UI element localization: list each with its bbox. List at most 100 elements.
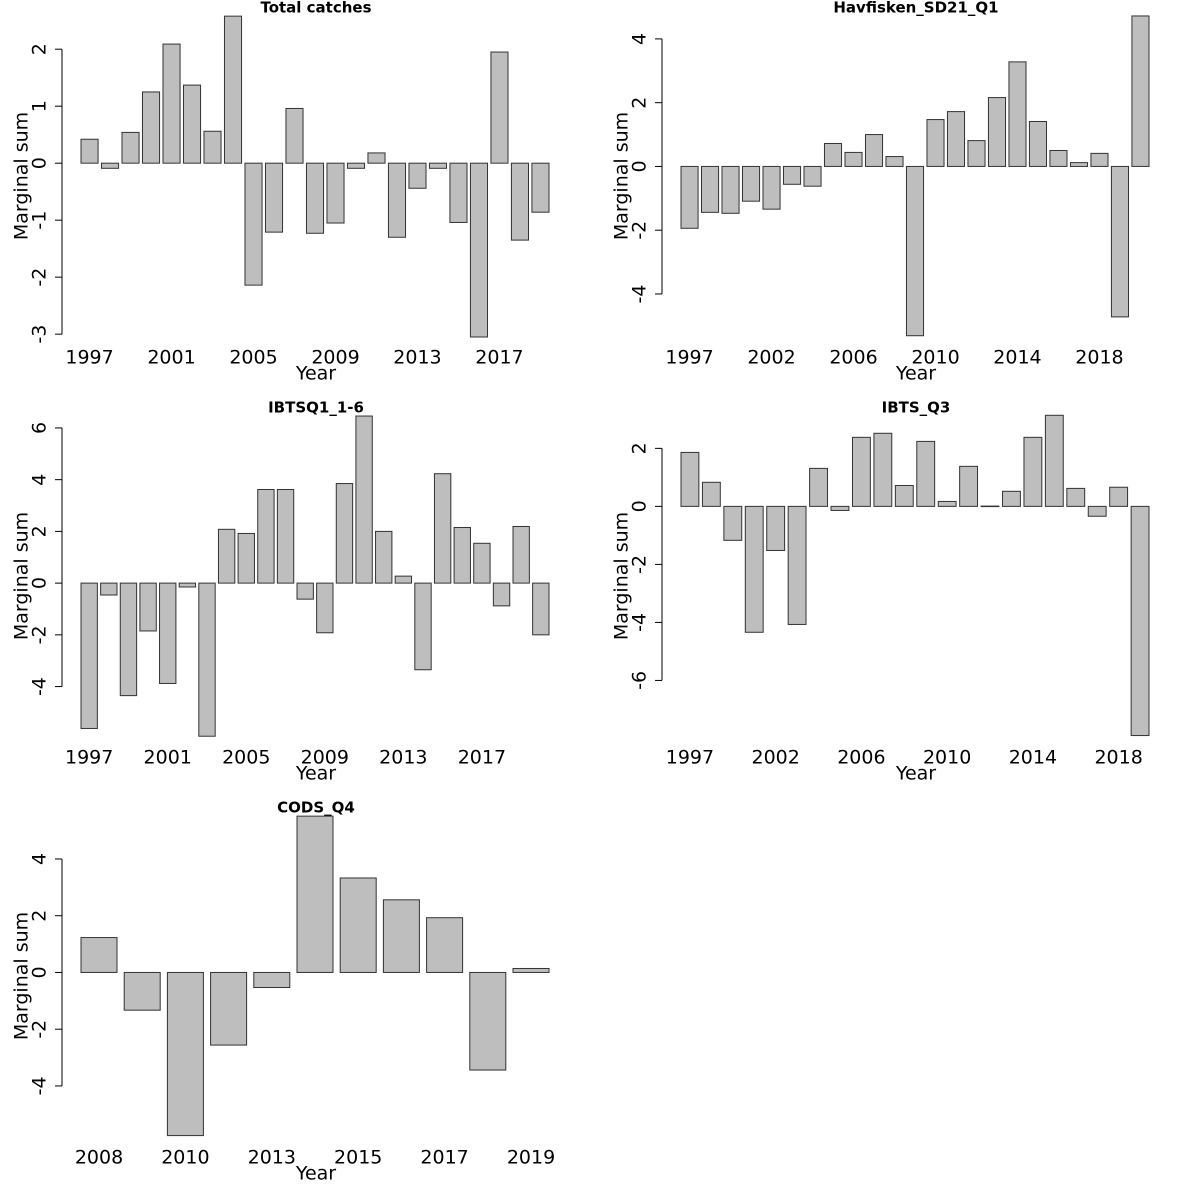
panel: Total catches Year Marginal sum -3 -2 -1 0 1 2 19… <box>11 0 550 385</box>
x-tick-label: 2017 <box>475 347 523 369</box>
bar <box>980 505 1000 508</box>
x-tick-label: 2018 <box>1094 747 1142 769</box>
chart-title: Total catches <box>260 0 371 17</box>
bar <box>823 142 843 167</box>
y-tick-label: 2 <box>629 442 651 454</box>
y-tick-label: 0 <box>629 500 651 512</box>
bar <box>1131 15 1150 167</box>
bar <box>316 582 334 634</box>
x-tick-label: 2019 <box>507 1147 555 1169</box>
panel: Havfisken_SD21_Q1 Year Marginal sum -4 -2 0 2 4… <box>611 0 1150 385</box>
bar <box>512 525 530 584</box>
y-tick-label: 4 <box>629 33 651 45</box>
bar <box>782 165 802 185</box>
panel: IBTS_Q3 Year Marginal sum -6 -4 -2 0 2 1997 2002 2… <box>611 399 1150 785</box>
bar <box>905 165 925 337</box>
y-tick-label: -1 <box>29 211 51 230</box>
y-tick-label: -2 <box>629 221 651 240</box>
y-tick-label: -2 <box>29 268 51 287</box>
bar <box>469 971 507 1071</box>
panel: IBTSQ1_1-6 Year Marginal sum -4 -2 0 2 4 6 1997 20… <box>11 399 550 785</box>
x-tick-label: 2005 <box>229 347 277 369</box>
bar <box>492 582 511 607</box>
bar <box>346 162 366 169</box>
bar <box>1090 152 1109 167</box>
bar <box>426 917 464 973</box>
bar <box>916 440 936 507</box>
bar <box>285 107 304 164</box>
bar <box>510 162 530 241</box>
x-tick-label: 2017 <box>420 1147 468 1169</box>
x-tick-label: 2001 <box>144 747 192 769</box>
y-tick-label: -4 <box>629 284 651 303</box>
bar <box>532 582 550 636</box>
bar <box>244 162 263 286</box>
bar <box>100 162 120 169</box>
x-tick-label: 2013 <box>379 747 427 769</box>
bar <box>885 156 904 167</box>
y-tick-label: 0 <box>29 966 51 978</box>
y-tick-label: 1 <box>29 100 51 112</box>
x-axis-label: Year <box>895 763 936 785</box>
bar <box>382 899 420 973</box>
bar <box>1023 436 1043 507</box>
bar <box>1049 149 1068 167</box>
bar <box>926 119 945 167</box>
bar <box>139 582 157 632</box>
x-axis-label: Year <box>895 363 936 385</box>
x-tick-label: 2013 <box>248 1147 296 1169</box>
x-tick-label: 2006 <box>829 347 877 369</box>
bar <box>339 877 377 973</box>
x-tick-label: 2005 <box>222 747 270 769</box>
bar <box>414 582 432 671</box>
x-tick-label: 2018 <box>1075 347 1123 369</box>
bar <box>433 473 452 584</box>
bar <box>873 432 893 507</box>
bar <box>1008 61 1027 167</box>
x-axis-label: Year <box>295 363 336 385</box>
y-tick-label: 6 <box>29 422 51 434</box>
bar <box>453 527 471 584</box>
bar <box>182 84 202 164</box>
x-tick-label: 2002 <box>747 347 795 369</box>
panel: CODS_Q4 Year Marginal sum -4 -2 0 2 4 2008 2010 20… <box>11 799 556 1185</box>
bar <box>864 134 884 167</box>
bar <box>141 91 161 164</box>
x-tick-label: 2001 <box>147 347 195 369</box>
bar <box>766 505 786 551</box>
y-tick-label: 0 <box>29 157 51 169</box>
chart-title: CODS_Q4 <box>277 799 355 817</box>
y-tick-label: 4 <box>29 474 51 486</box>
bar <box>744 505 764 633</box>
bar <box>473 542 491 584</box>
bar <box>1110 165 1130 318</box>
chart-title: IBTS_Q3 <box>882 399 951 417</box>
bar <box>959 465 979 507</box>
bar <box>335 483 354 584</box>
bar <box>723 505 743 541</box>
x-tick-label: 2009 <box>301 747 349 769</box>
bar <box>809 467 828 507</box>
y-axis-label: Marginal sum <box>611 112 633 240</box>
bar <box>721 165 740 214</box>
y-axis-label: Marginal sum <box>11 912 33 1040</box>
bar <box>490 51 509 164</box>
x-tick-label: 2008 <box>75 1147 123 1169</box>
bar <box>326 162 345 224</box>
bar <box>1087 505 1107 517</box>
bar <box>469 162 489 338</box>
bar <box>428 162 448 169</box>
chart-title: Havfisken_SD21_Q1 <box>833 0 998 17</box>
y-tick-label: 2 <box>629 97 651 109</box>
bar <box>1066 487 1086 507</box>
bar <box>851 436 871 507</box>
y-tick-label: 2 <box>29 43 51 55</box>
bar <box>894 484 914 507</box>
bar <box>237 532 255 584</box>
x-tick-label: 1997 <box>665 347 713 369</box>
bar <box>210 971 248 1046</box>
bar <box>830 505 850 511</box>
bar <box>946 111 966 167</box>
y-tick-label: -2 <box>29 1020 51 1039</box>
bar <box>305 162 325 234</box>
